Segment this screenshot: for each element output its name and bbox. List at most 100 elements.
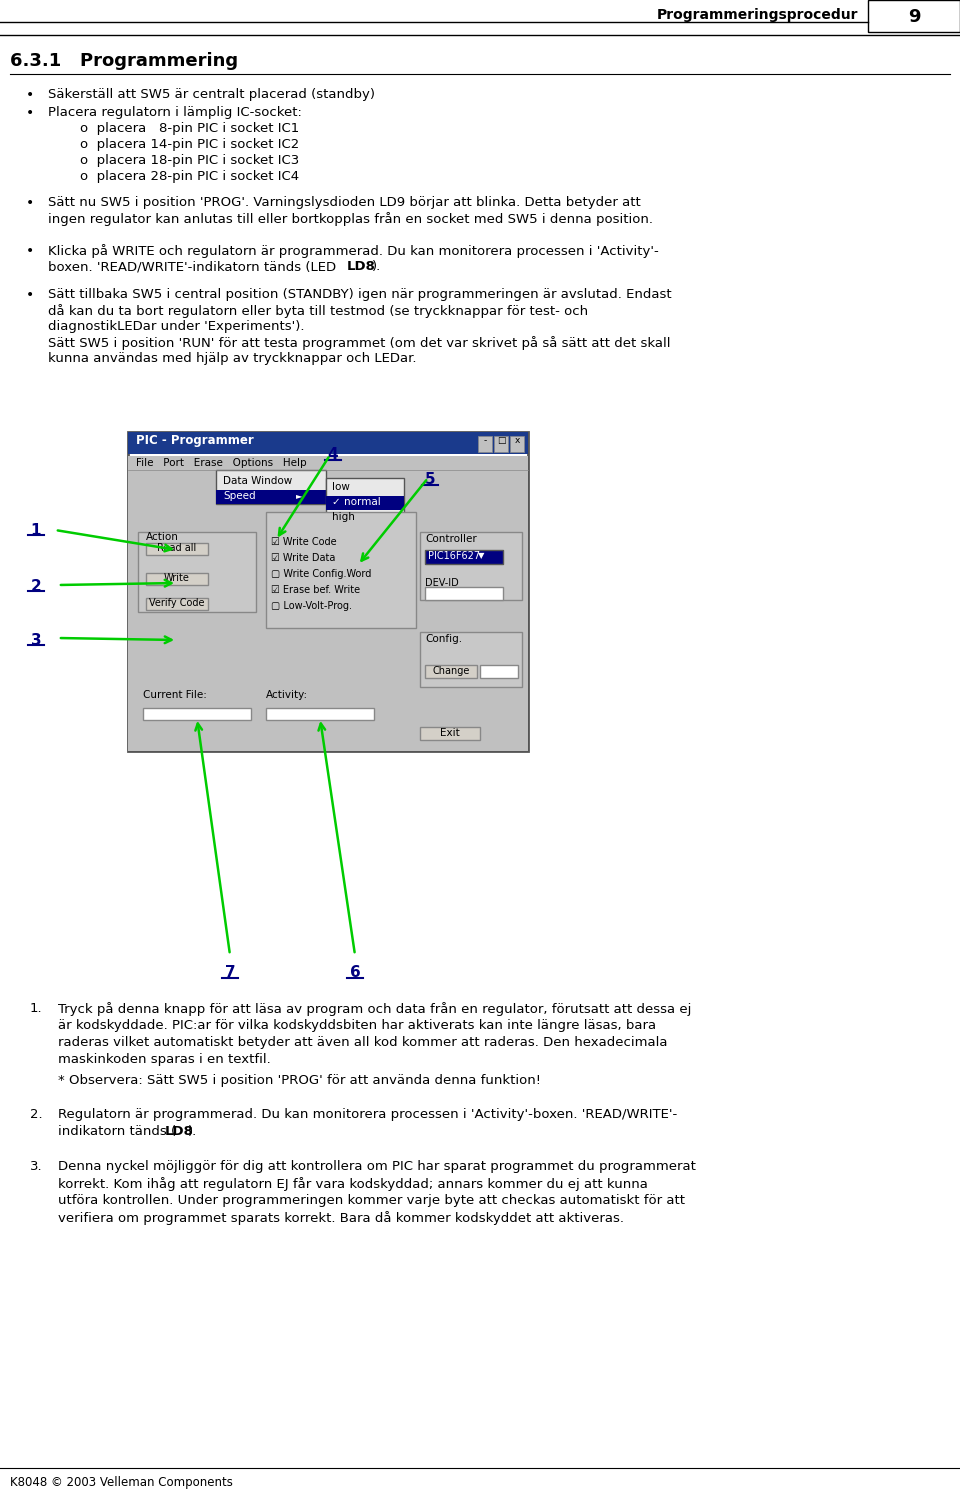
Text: Controller: Controller [425,534,477,544]
Text: Regulatorn är programmerad. Du kan monitorera processen i 'Activity'-boxen. 'REA: Regulatorn är programmerad. Du kan monit… [58,1108,677,1121]
Text: PIC16F627: PIC16F627 [428,552,480,561]
Bar [420,631,522,687]
Text: korrekt. Kom ihåg att regulatorn EJ får vara kodskyddad; annars kommer du ej att: korrekt. Kom ihåg att regulatorn EJ får … [58,1177,648,1190]
Text: ►: ► [296,491,302,500]
Text: 4: 4 [327,446,338,461]
Text: o  placera   8-pin PIC i socket IC1: o placera 8-pin PIC i socket IC1 [80,122,300,135]
Text: Exit: Exit [440,727,460,738]
Text: är kodskyddade. PIC:ar för vilka kodskyddsbiten har aktiverats kan inte längre l: är kodskyddade. PIC:ar för vilka kodskyd… [58,1019,656,1033]
Text: * Observera: Sätt SW5 i position 'PROG' för att använda denna funktion!: * Observera: Sätt SW5 i position 'PROG' … [58,1075,541,1087]
Text: ).: ). [372,260,381,274]
Bar [326,496,404,510]
Text: x: x [515,436,519,445]
Text: ).: ). [188,1126,197,1138]
Text: Placera regulatorn i lämplig IC-socket:: Placera regulatorn i lämplig IC-socket: [48,107,301,119]
Bar [494,436,508,452]
Bar [420,532,522,600]
Text: utföra kontrollen. Under programmeringen kommer varje byte att checkas automatis: utföra kontrollen. Under programmeringen… [58,1193,685,1207]
Text: 1.: 1. [30,1003,42,1015]
Text: LD8: LD8 [347,260,376,274]
Bar [128,455,528,752]
Text: File   Port   Erase   Options   Help: File Port Erase Options Help [136,458,306,467]
Text: ▢ Low-Volt-Prog.: ▢ Low-Volt-Prog. [271,601,352,612]
Bar [216,490,326,504]
Text: o  placera 14-pin PIC i socket IC2: o placera 14-pin PIC i socket IC2 [80,138,300,150]
Text: ☑ Write Code: ☑ Write Code [271,537,337,547]
Text: 6.3.1   Programmering: 6.3.1 Programmering [10,53,238,71]
Text: Sätt tillbaka SW5 i central position (STANDBY) igen när programmeringen är avslu: Sätt tillbaka SW5 i central position (ST… [48,289,672,301]
Text: Tryck på denna knapp för att läsa av program och data från en regulator, förutsa: Tryck på denna knapp för att läsa av pro… [58,1003,691,1016]
Bar [266,708,374,720]
Text: -: - [484,436,487,445]
Text: o  placera 28-pin PIC i socket IC4: o placera 28-pin PIC i socket IC4 [80,170,300,183]
FancyBboxPatch shape [146,573,208,585]
Text: •: • [26,289,35,302]
Text: Write: Write [164,573,190,583]
Bar [128,431,528,454]
Bar [480,664,518,678]
Text: Sätt nu SW5 i position 'PROG'. Varningslysdioden LD9 börjar att blinka. Detta be: Sätt nu SW5 i position 'PROG'. Varningsl… [48,195,640,209]
Bar [128,431,528,752]
Text: ☑ Write Data: ☑ Write Data [271,553,335,564]
FancyBboxPatch shape [425,664,477,678]
Text: maskinkoden sparas i en textfil.: maskinkoden sparas i en textfil. [58,1054,271,1066]
Text: ☑ Erase bef. Write: ☑ Erase bef. Write [271,585,360,595]
FancyBboxPatch shape [420,727,480,739]
Text: high: high [332,513,355,522]
Text: Klicka på WRITE och regulatorn är programmerad. Du kan monitorera processen i 'A: Klicka på WRITE och regulatorn är progra… [48,243,659,259]
Bar [425,588,503,600]
Text: 2: 2 [31,579,41,594]
Bar [326,478,404,525]
Text: •: • [26,89,35,102]
Text: Read all: Read all [157,543,197,553]
Text: Programmeringsprocedur: Programmeringsprocedur [657,8,858,23]
Text: •: • [26,195,35,210]
Text: Action: Action [146,532,179,543]
Text: 7: 7 [225,965,235,980]
Text: Data Window: Data Window [223,476,292,485]
Text: då kan du ta bort regulatorn eller byta till testmod (se tryckknappar för test- : då kan du ta bort regulatorn eller byta … [48,304,588,319]
Text: •: • [26,243,35,259]
Text: verifiera om programmet sparats korrekt. Bara då kommer kodskyddet att aktiveras: verifiera om programmet sparats korrekt.… [58,1211,624,1225]
Text: Current File:: Current File: [143,690,206,700]
FancyBboxPatch shape [146,598,208,610]
Bar [143,708,251,720]
Text: □: □ [496,436,505,445]
Text: PIC - Programmer: PIC - Programmer [136,434,253,446]
Text: ingen regulator kan anlutas till eller bortkopplas från en socket med SW5 i denn: ingen regulator kan anlutas till eller b… [48,212,653,225]
Bar [216,470,326,504]
Text: 3.: 3. [30,1160,42,1172]
Text: Speed: Speed [223,491,255,500]
Text: diagnostikLEDar under 'Experiments').: diagnostikLEDar under 'Experiments'). [48,320,304,334]
Text: LD8: LD8 [165,1126,194,1138]
Text: indikatorn tänds (: indikatorn tänds ( [58,1126,176,1138]
Text: Activity:: Activity: [266,690,308,700]
Text: Config.: Config. [425,634,462,643]
Bar [266,513,416,628]
Bar [478,436,492,452]
Text: ✓ normal: ✓ normal [332,497,381,507]
Bar [868,0,960,32]
Text: Sätt SW5 i position 'RUN' för att testa programmet (om det var skrivet på så sät: Sätt SW5 i position 'RUN' för att testa … [48,337,670,350]
Text: K8048 © 2003 Velleman Components: K8048 © 2003 Velleman Components [10,1476,233,1489]
Text: ▼: ▼ [478,552,485,561]
Text: ▢ Write Config.Word: ▢ Write Config.Word [271,570,372,579]
Text: 1: 1 [31,523,41,538]
Text: Säkerställ att SW5 är centralt placerad (standby): Säkerställ att SW5 är centralt placerad … [48,89,375,101]
Text: 6: 6 [349,965,360,980]
Text: 2.: 2. [30,1108,42,1121]
Text: raderas vilket automatiskt betyder att även all kod kommer att raderas. Den hexa: raderas vilket automatiskt betyder att ä… [58,1036,667,1049]
FancyBboxPatch shape [146,543,208,555]
Text: Change: Change [432,666,469,676]
Bar [138,532,256,612]
Text: •: • [26,107,35,120]
Text: Verify Code: Verify Code [149,598,204,609]
Text: boxen. 'READ/WRITE'-indikatorn tänds (LED: boxen. 'READ/WRITE'-indikatorn tänds (LE… [48,260,341,274]
Text: low: low [332,482,349,491]
Text: 5: 5 [424,472,435,487]
Text: Denna nyckel möjliggör för dig att kontrollera om PIC har sparat programmet du p: Denna nyckel möjliggör för dig att kontr… [58,1160,696,1172]
Bar [425,550,503,564]
Bar [510,436,524,452]
Text: 3: 3 [31,633,41,648]
Text: kunna användas med hjälp av tryckknappar och LEDar.: kunna användas med hjälp av tryckknappar… [48,352,417,365]
